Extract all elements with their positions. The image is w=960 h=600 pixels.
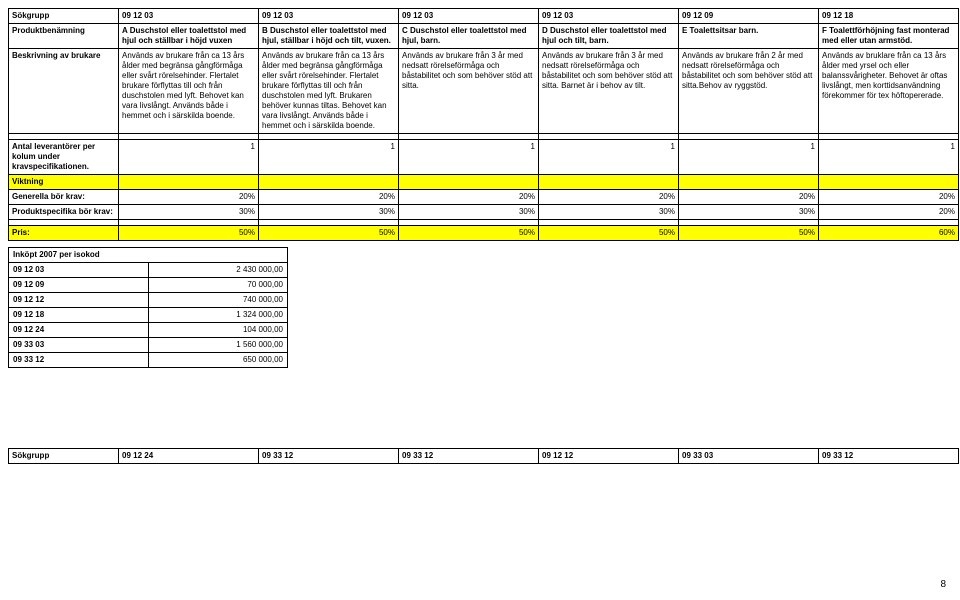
cell: 09 12 03 (399, 9, 539, 24)
cell (539, 175, 679, 190)
cell: 1 (399, 140, 539, 175)
cell: 50% (539, 226, 679, 241)
cell: 30% (399, 205, 539, 220)
cell: 50% (679, 226, 819, 241)
row-bottom-sokgrupp: Sökgrupp 09 12 24 09 33 12 09 33 12 09 1… (9, 449, 959, 464)
table-row: 09 12 0970 000,00 (9, 278, 288, 293)
value-cell: 740 000,00 (148, 293, 288, 308)
cell (819, 175, 959, 190)
table-row: 09 12 181 324 000,00 (9, 308, 288, 323)
cell: 20% (679, 190, 819, 205)
cell: 50% (399, 226, 539, 241)
label-beskrivning: Beskrivning av brukare (9, 49, 119, 134)
bottom-table: Sökgrupp 09 12 24 09 33 12 09 33 12 09 1… (8, 448, 959, 464)
value-cell: 1 560 000,00 (148, 338, 288, 353)
cell: 1 (679, 140, 819, 175)
row-pris: Pris: 50% 50% 50% 50% 50% 60% (9, 226, 959, 241)
cell: 1 (539, 140, 679, 175)
cell: 30% (259, 205, 399, 220)
main-table: Sökgrupp 09 12 03 09 12 03 09 12 03 09 1… (8, 8, 959, 241)
cell: Används av brukare från ca 13 års ålder … (119, 49, 259, 134)
code-cell: 09 12 18 (9, 308, 149, 323)
label-pris: Pris: (9, 226, 119, 241)
row-produktspecifika: Produktspecifika bör krav: 30% 30% 30% 3… (9, 205, 959, 220)
label-produktspecifika: Produktspecifika bör krav: (9, 205, 119, 220)
row-produktbenamning: Produktbenämning A Duschstol eller toale… (9, 24, 959, 49)
value-cell: 1 324 000,00 (148, 308, 288, 323)
inkopt-header-row: Inköpt 2007 per isokod (9, 248, 288, 263)
cell: 30% (119, 205, 259, 220)
value-cell: 650 000,00 (148, 353, 288, 368)
cell: F Toalettförhöjning fast monterad med el… (819, 24, 959, 49)
row-beskrivning: Beskrivning av brukare Används av brukar… (9, 49, 959, 134)
label-sokgrupp: Sökgrupp (9, 9, 119, 24)
cell: 09 33 12 (259, 449, 399, 464)
cell: 50% (119, 226, 259, 241)
cell: 60% (819, 226, 959, 241)
label-antal-lev: Antal leverantörer per kolum under kravs… (9, 140, 119, 175)
table-row: 09 33 031 560 000,00 (9, 338, 288, 353)
cell: 20% (399, 190, 539, 205)
code-cell: 09 12 03 (9, 263, 149, 278)
code-cell: 09 12 09 (9, 278, 149, 293)
cell: 09 12 03 (259, 9, 399, 24)
cell (399, 175, 539, 190)
cell: E Toalettsitsar barn. (679, 24, 819, 49)
label-generella: Generella bör krav: (9, 190, 119, 205)
cell (679, 175, 819, 190)
code-cell: 09 33 03 (9, 338, 149, 353)
inkopt-header: Inköpt 2007 per isokod (9, 248, 288, 263)
cell: 20% (119, 190, 259, 205)
table-row: 09 12 032 430 000,00 (9, 263, 288, 278)
label-bottom-sokgrupp: Sökgrupp (9, 449, 119, 464)
cell: 09 33 03 (679, 449, 819, 464)
cell: 09 12 18 (819, 9, 959, 24)
cell: 50% (259, 226, 399, 241)
cell: 20% (259, 190, 399, 205)
cell: 09 12 09 (679, 9, 819, 24)
value-cell: 2 430 000,00 (148, 263, 288, 278)
label-viktning: Viktning (9, 175, 119, 190)
table-row: 09 33 12650 000,00 (9, 353, 288, 368)
cell: 1 (259, 140, 399, 175)
cell: 09 33 12 (819, 449, 959, 464)
cell: 1 (819, 140, 959, 175)
cell: B Duschstol eller toalettstol med hjul, … (259, 24, 399, 49)
cell: A Duschstol eller toalettstol med hjul o… (119, 24, 259, 49)
value-cell: 104 000,00 (148, 323, 288, 338)
cell: Används av brukare från 3 år med nedsatt… (399, 49, 539, 134)
page-number: 8 (940, 579, 946, 590)
code-cell: 09 12 24 (9, 323, 149, 338)
cell: 09 12 03 (119, 9, 259, 24)
table-row: 09 12 24104 000,00 (9, 323, 288, 338)
row-sokgrupp: Sökgrupp 09 12 03 09 12 03 09 12 03 09 1… (9, 9, 959, 24)
table-row: 09 12 12740 000,00 (9, 293, 288, 308)
cell: 1 (119, 140, 259, 175)
cell (259, 175, 399, 190)
row-viktning: Viktning (9, 175, 959, 190)
cell: 09 12 03 (539, 9, 679, 24)
cell: Används av bruklare från ca 13 års ålder… (819, 49, 959, 134)
cell: 30% (679, 205, 819, 220)
cell: Används av brukare från ca 13 års ålder … (259, 49, 399, 134)
code-cell: 09 33 12 (9, 353, 149, 368)
cell (119, 175, 259, 190)
cell: 09 12 12 (539, 449, 679, 464)
cell: Används av brukare från 3 år med nedsatt… (539, 49, 679, 134)
cell: 09 12 24 (119, 449, 259, 464)
value-cell: 70 000,00 (148, 278, 288, 293)
cell: 20% (819, 205, 959, 220)
cell: D Duschstol eller toalettstol med hjul o… (539, 24, 679, 49)
cell: Används av brukare från 2 år med nedsatt… (679, 49, 819, 134)
row-generella: Generella bör krav: 20% 20% 20% 20% 20% … (9, 190, 959, 205)
label-produktbenamning: Produktbenämning (9, 24, 119, 49)
code-cell: 09 12 12 (9, 293, 149, 308)
row-antal-lev: Antal leverantörer per kolum under kravs… (9, 140, 959, 175)
cell: 20% (819, 190, 959, 205)
cell: 09 33 12 (399, 449, 539, 464)
cell: 30% (539, 205, 679, 220)
inkopt-table: Inköpt 2007 per isokod 09 12 032 430 000… (8, 247, 288, 368)
cell: 20% (539, 190, 679, 205)
cell: C Duschstol eller toalettstol med hjul, … (399, 24, 539, 49)
